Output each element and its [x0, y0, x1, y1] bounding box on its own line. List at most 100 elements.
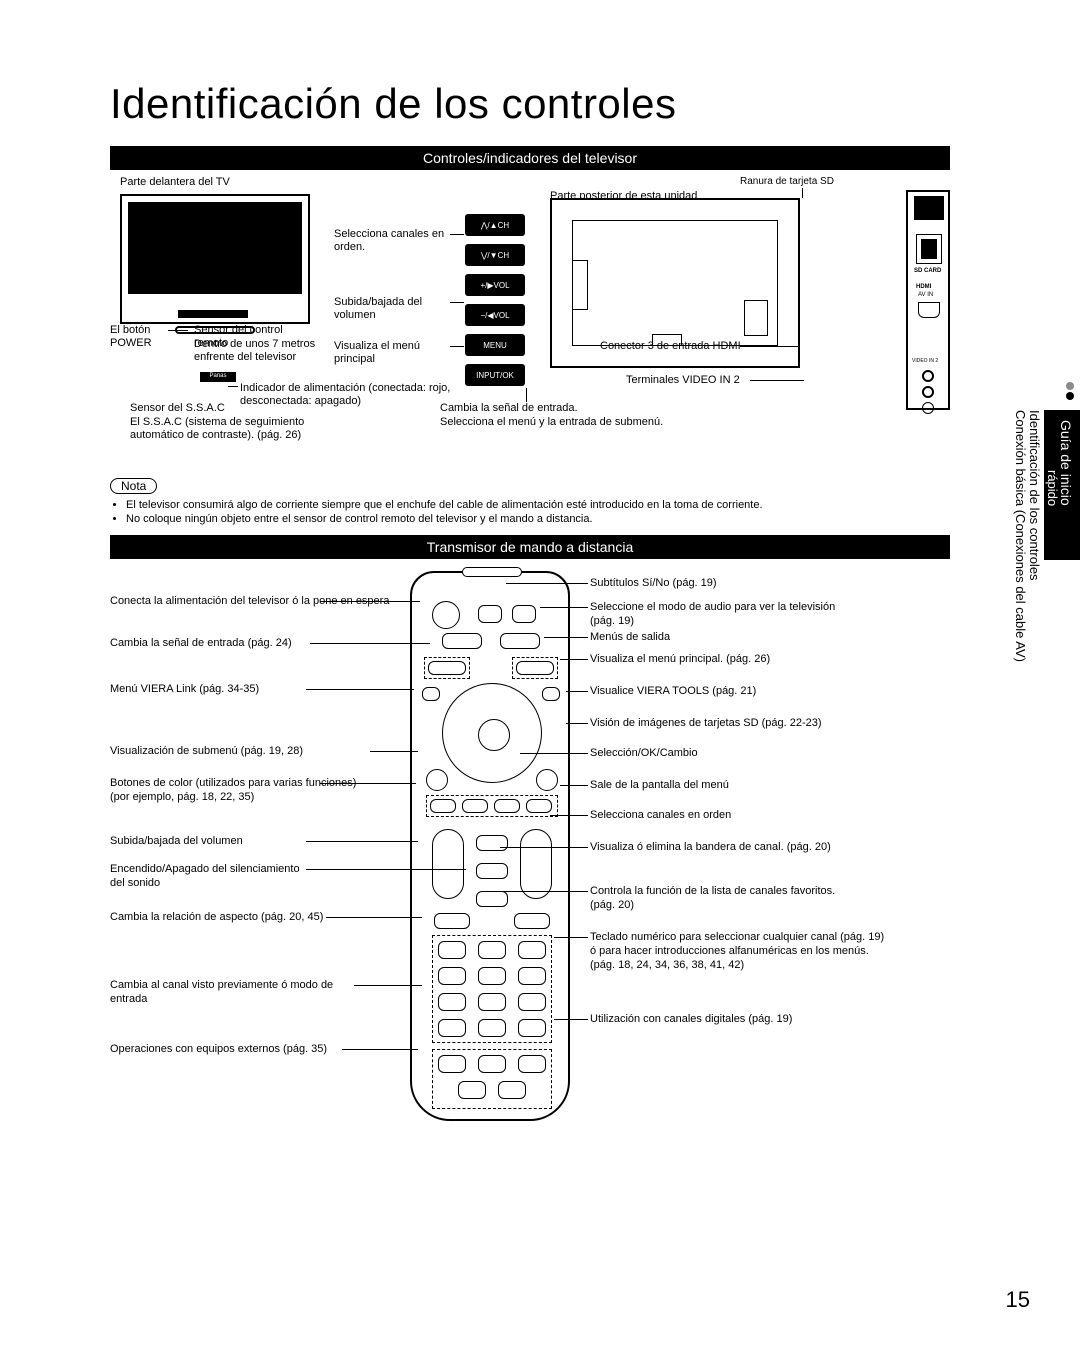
remote-l4: Visualización de submenú (pág. 19, 28) — [110, 745, 303, 759]
side-tab: Guía de inicio rápido Identificación de … — [1024, 410, 1080, 670]
last-button[interactable] — [438, 1019, 466, 1037]
cc-button[interactable] — [478, 605, 502, 623]
tv-front-illustration — [120, 194, 310, 324]
note-bullets: El televisor consumirá algo de corriente… — [126, 499, 950, 525]
blue-button[interactable] — [526, 799, 552, 813]
format-button[interactable] — [434, 913, 470, 929]
favorite-button[interactable] — [476, 891, 508, 907]
panasonic-logo: Panas — [200, 372, 236, 382]
sd-button[interactable] — [542, 687, 560, 701]
input-ok-button[interactable]: INPUT/OK — [465, 364, 525, 386]
exit-button[interactable] — [500, 633, 540, 649]
num-9[interactable] — [518, 993, 546, 1011]
sap-button[interactable] — [512, 605, 536, 623]
recall-button[interactable] — [514, 913, 550, 929]
remote-r1: Subtítulos Sí/No (pág. 19) — [590, 577, 717, 591]
return-button[interactable] — [536, 769, 558, 791]
remote-l3: Menú VIERA Link (pág. 34-35) — [110, 683, 259, 697]
audio-r-jack — [922, 402, 934, 414]
sd-slot-label: Ranura de tarjeta SD — [740, 176, 834, 188]
sd-card-text: SD CARD — [914, 268, 941, 274]
remote-r6: Visión de imágenes de tarjetas SD (pág. … — [590, 717, 850, 731]
side-tab-line2: rápido — [1045, 470, 1060, 506]
remote-r7: Selección/OK/Cambio — [590, 747, 698, 761]
hdmi3-label: Conector 3 de entrada HDMI — [600, 340, 741, 353]
video-jack — [922, 370, 934, 382]
ch-down-button[interactable]: ⋁/▼CH — [465, 244, 525, 266]
red-button[interactable] — [430, 799, 456, 813]
remote-r11: Controla la función de la lista de canal… — [590, 885, 850, 913]
page-title: Identificación de los controles — [110, 80, 950, 128]
viera-link-button[interactable] — [428, 661, 466, 675]
channel-rocker[interactable] — [520, 829, 552, 899]
menu-button[interactable]: MENU — [465, 334, 525, 356]
num-8[interactable] — [478, 993, 506, 1011]
mute-button[interactable] — [476, 863, 508, 879]
input-button[interactable] — [442, 633, 482, 649]
vol-down-button[interactable]: −/◀VOL — [465, 304, 525, 326]
tv-controls-diagram: Parte delantera del TV Parte posterior d… — [110, 176, 950, 476]
section1-heading: Controles/indicadores del televisor — [110, 146, 950, 170]
num-1[interactable] — [438, 941, 466, 959]
side-annot-1: Identificación de los controles — [1027, 410, 1042, 581]
num-0[interactable] — [478, 1019, 506, 1037]
note-bullet-1: El televisor consumirá algo de corriente… — [126, 499, 950, 511]
hdmi-connector-icon — [918, 302, 940, 318]
ext-4[interactable] — [458, 1081, 486, 1099]
tv-button-stack: ⋀/▲CH ⋁/▼CH +/▶VOL −/◀VOL MENU INPUT/OK — [465, 214, 525, 386]
input-change-label: Cambia la señal de entrada. — [440, 402, 578, 415]
remote-l9: Cambia al canal visto previamente ó modo… — [110, 979, 360, 1007]
side-panel-illustration: SD CARD HDMI AV IN VIDEO IN 2 — [906, 190, 950, 410]
dash-button[interactable] — [518, 1019, 546, 1037]
num-2[interactable] — [478, 941, 506, 959]
remote-r8: Sale de la pantalla del menú — [590, 779, 729, 793]
green-button[interactable] — [462, 799, 488, 813]
num-5[interactable] — [478, 967, 506, 985]
num-6[interactable] — [518, 967, 546, 985]
note-bullet-2: No coloque ningún objeto entre el sensor… — [126, 513, 950, 525]
volume-rocker[interactable] — [432, 829, 464, 899]
submenu-button[interactable] — [426, 769, 448, 791]
side-annot-2: Conexión básica (Conexiones del cable AV… — [1013, 410, 1028, 662]
remote-range-label: Dentro de unos 7 metros enfrente del tel… — [194, 338, 334, 364]
ch-up-button[interactable]: ⋀/▲CH — [465, 214, 525, 236]
vol-up-button[interactable]: +/▶VOL — [465, 274, 525, 296]
remote-l8: Cambia la relación de aspecto (pág. 20, … — [110, 911, 330, 925]
power-button-label: El botón POWER — [110, 324, 170, 350]
ext-2[interactable] — [478, 1055, 506, 1073]
viera-tools-button[interactable] — [516, 661, 554, 675]
power-indicator-label: Indicador de alimentación (conectada: ro… — [240, 382, 460, 408]
menu-remote-button[interactable] — [422, 687, 440, 701]
remote-r2: Seleccione el modo de audio para ver la … — [590, 601, 850, 629]
hdmi-text: HDMI — [916, 284, 931, 290]
page-number: 15 — [1006, 1287, 1030, 1313]
yellow-button[interactable] — [494, 799, 520, 813]
ext-3[interactable] — [518, 1055, 546, 1073]
side-bullet-1 — [1066, 382, 1074, 390]
remote-diagram: Conecta la alimentación del televisor ó … — [110, 565, 950, 1135]
remote-r5: Visualice VIERA TOOLS (pág. 21) — [590, 685, 756, 699]
remote-r12: Teclado numérico para seleccionar cualqu… — [590, 931, 890, 972]
front-label: Parte delantera del TV — [120, 176, 230, 189]
remote-r9: Selecciona canales en orden — [590, 809, 731, 823]
power-button[interactable] — [432, 601, 460, 629]
num-4[interactable] — [438, 967, 466, 985]
remote-l5: Botones de color (utilizados para varias… — [110, 777, 370, 805]
volume-label: Subida/bajada del volumen — [334, 296, 450, 322]
ext-1[interactable] — [438, 1055, 466, 1073]
input-select-label: Selecciona el menú y la entrada de subme… — [440, 416, 740, 429]
ssac-desc-label: El S.S.A.C (sistema de seguimiento autom… — [130, 416, 360, 442]
dpad[interactable] — [442, 683, 542, 783]
remote-l7: Encendido/Apagado del silenciamiento del… — [110, 863, 310, 891]
menu-display-label: Visualiza el menú principal — [334, 340, 454, 366]
section2-heading: Transmisor de mando a distancia — [110, 535, 950, 559]
audio-l-jack — [922, 386, 934, 398]
remote-r3: Menús de salida — [590, 631, 670, 645]
side-bullet-2 — [1066, 392, 1074, 400]
channel-select-label: Selecciona canales en orden. — [334, 228, 450, 254]
num-3[interactable] — [518, 941, 546, 959]
num-7[interactable] — [438, 993, 466, 1011]
ext-5[interactable] — [498, 1081, 526, 1099]
remote-l10: Operaciones con equipos externos (pág. 3… — [110, 1043, 350, 1057]
info-button[interactable] — [476, 835, 508, 851]
